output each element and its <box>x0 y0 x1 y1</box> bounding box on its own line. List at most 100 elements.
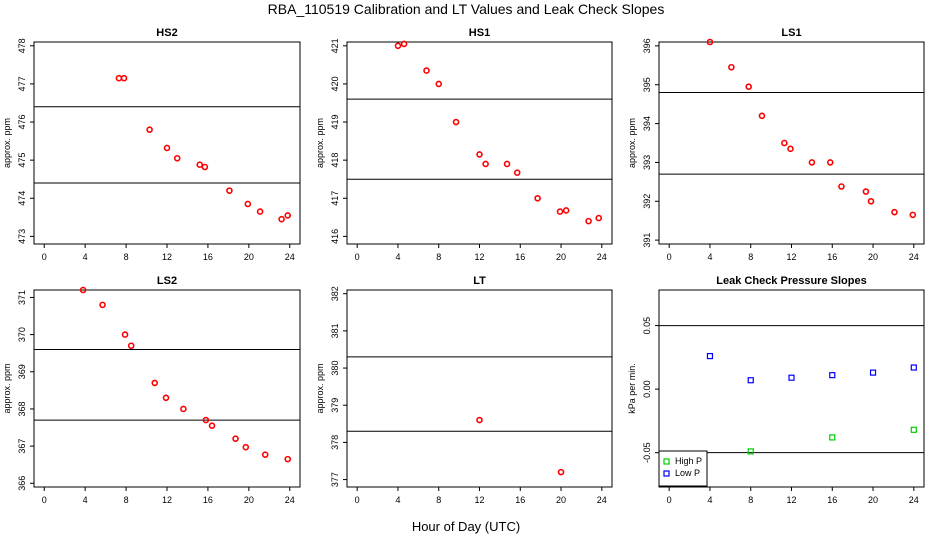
x-tick-label: 16 <box>515 252 525 262</box>
panel-hs2: HS2 approx. ppm 0 4 8 12 16 20 24 473 474 475 476 477… <box>2 27 301 262</box>
x-tick-label: 20 <box>556 252 566 262</box>
y-tick-label: 395 <box>642 77 652 92</box>
x-tick-label: 12 <box>786 495 796 505</box>
x-tick-label: 16 <box>515 495 525 505</box>
x-tick-label: 12 <box>162 495 172 505</box>
data-point-hs1 <box>435 80 443 88</box>
x-tick-label: 0 <box>355 252 360 262</box>
data-point-lt <box>557 468 565 476</box>
panel-title-lt: LT <box>473 275 486 287</box>
x-tick-label: 20 <box>556 495 566 505</box>
panel-lt: LT approx. ppm 0 4 8 12 16 20 24 377 378 379 380 381 3… <box>315 275 613 505</box>
x-tick-label: 16 <box>203 495 213 505</box>
x-tick-label: 12 <box>474 252 484 262</box>
x-tick-label: 20 <box>868 495 878 505</box>
y-tick-label: 367 <box>17 439 27 454</box>
panels: HS2 approx. ppm 0 4 8 12 16 20 24 473 474 475 476 477… <box>2 27 925 505</box>
y-axis-label-ls1: approx. ppm <box>627 118 637 168</box>
x-tick-label: 20 <box>868 252 878 262</box>
x-tick-label: 0 <box>667 495 672 505</box>
data-point-hs2 <box>120 74 128 82</box>
data-point-low-p <box>829 372 836 379</box>
y-tick-label: 366 <box>17 476 27 491</box>
figure-x-axis-label: Hour of Day (UTC) <box>412 519 520 534</box>
x-tick-label: 4 <box>395 495 400 505</box>
data-point-ls2 <box>121 331 129 338</box>
data-point-hs1 <box>513 169 521 177</box>
x-tick-label: 24 <box>909 252 919 262</box>
data-point-ls2 <box>127 342 135 350</box>
panel-title-leak: Leak Check Pressure Slopes <box>716 275 866 287</box>
data-point-ls2 <box>202 416 210 424</box>
x-tick-label: 4 <box>83 252 88 262</box>
data-point-hs2 <box>196 161 204 169</box>
data-point-ls1 <box>781 139 788 147</box>
data-point-ls1 <box>745 83 752 90</box>
data-point-hs1 <box>452 118 460 126</box>
y-tick-label: 392 <box>642 194 652 209</box>
y-tick-label: 380 <box>330 361 340 376</box>
figure-title: RBA_110519 Calibration and LT Values and… <box>268 1 665 17</box>
x-tick-label: 24 <box>909 495 919 505</box>
legend-label: Low P <box>675 468 700 478</box>
panel-title-ls1: LS1 <box>781 27 801 39</box>
plot-frame-lt <box>346 289 613 488</box>
x-tick-label: 12 <box>474 495 484 505</box>
x-tick-label: 8 <box>436 252 441 262</box>
data-point-hs2 <box>284 212 292 219</box>
x-tick-label: 4 <box>83 495 88 505</box>
legend-marker <box>663 458 670 465</box>
data-point-hs1 <box>400 40 408 48</box>
data-point-ls2 <box>261 451 269 458</box>
panel-hs1: HS1 approx. ppm 0 4 8 12 16 20 24 416 417 418 419 420… <box>315 27 613 262</box>
data-point-ls1 <box>808 159 816 166</box>
y-tick-label: -0.05 <box>642 442 652 463</box>
y-axis-label-hs2: approx. ppm <box>2 118 12 168</box>
y-tick-label: 370 <box>17 327 27 342</box>
data-point-low-p <box>910 364 917 371</box>
x-tick-label: 8 <box>436 495 441 505</box>
data-point-ls1 <box>758 112 766 120</box>
panel-title-hs2: HS2 <box>156 27 177 39</box>
data-point-ls2 <box>151 379 159 387</box>
x-tick-label: 0 <box>42 495 47 505</box>
data-point-ls1 <box>891 208 898 216</box>
y-tick-label: 420 <box>330 76 340 91</box>
data-point-ls2 <box>79 286 87 294</box>
data-point-ls2 <box>232 435 239 442</box>
legend-box <box>658 450 708 487</box>
data-point-hs2 <box>146 126 153 133</box>
plot-frame-ls1 <box>658 41 925 245</box>
y-tick-label: 391 <box>642 233 652 248</box>
data-point-hs1 <box>562 207 570 214</box>
data-point-ls1 <box>838 183 845 190</box>
x-tick-label: 4 <box>707 495 712 505</box>
data-point-hs1 <box>585 217 592 225</box>
x-tick-label: 16 <box>827 252 837 262</box>
panel-title-ls2: LS2 <box>157 275 177 287</box>
data-point-lt <box>476 416 483 424</box>
x-tick-label: 12 <box>162 252 172 262</box>
data-point-hs1 <box>534 194 541 202</box>
y-tick-label: 418 <box>330 153 340 168</box>
data-point-ls2 <box>162 394 170 402</box>
data-point-hs1 <box>556 208 564 215</box>
y-tick-label: 369 <box>17 364 27 379</box>
y-axis-label-ls2: approx. ppm <box>2 363 12 413</box>
y-tick-label: 378 <box>330 435 340 450</box>
data-point-hs1 <box>423 67 430 74</box>
data-point-hs2 <box>226 187 233 194</box>
y-tick-label: 477 <box>17 76 27 91</box>
y-tick-label: 382 <box>330 286 340 301</box>
data-point-high-p <box>747 448 754 455</box>
data-point-low-p <box>788 374 795 381</box>
x-tick-label: 24 <box>285 495 295 505</box>
y-tick-label: 394 <box>642 116 652 131</box>
y-tick-label: 381 <box>330 323 340 338</box>
y-tick-label: 371 <box>17 290 27 305</box>
x-tick-label: 0 <box>42 252 47 262</box>
data-point-low-p <box>869 369 877 376</box>
data-point-ls2 <box>99 301 106 309</box>
data-point-high-p <box>829 434 836 441</box>
x-tick-label: 20 <box>244 252 254 262</box>
